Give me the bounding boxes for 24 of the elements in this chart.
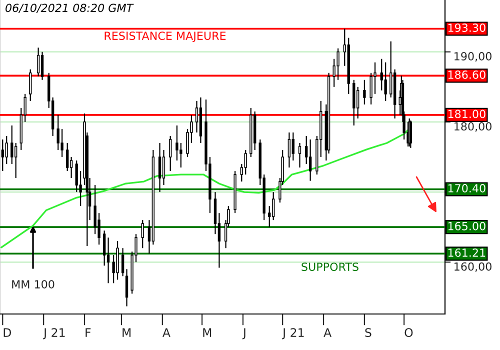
annotation: RESISTANCE MAJEURE xyxy=(104,32,226,42)
x-tick-label: J xyxy=(242,328,246,340)
x-tick-label: F xyxy=(86,328,91,337)
x-tick-label: M xyxy=(203,328,212,337)
ref-line-label: 170.40 xyxy=(448,184,486,192)
y-tick-label: 190,00 xyxy=(454,52,492,62)
x-tick-label: O xyxy=(404,328,413,338)
annotation: 06/10/2021 08:20 GMT xyxy=(6,4,134,13)
annotation: SUPPORTS xyxy=(302,262,358,271)
x-tick-label: S xyxy=(365,328,372,338)
ref-line-label: 161.21 xyxy=(448,248,486,257)
x-tick-label: J 21 xyxy=(282,328,304,340)
annotation: MM 100 xyxy=(12,280,54,288)
ref-line-label: 165.00 xyxy=(448,222,486,230)
y-tick-label: 180,00 xyxy=(454,122,492,132)
y-tick-label: 160,00 xyxy=(454,262,492,272)
x-tick-label: A xyxy=(162,328,170,337)
x-tick-label: M xyxy=(122,328,131,337)
x-tick-label: A xyxy=(324,328,332,337)
ref-line-label: 181.00 xyxy=(448,110,486,118)
x-tick-label: D xyxy=(4,328,12,337)
x-tick-label: J 21 xyxy=(42,328,65,340)
ref-line-label: 193.30 xyxy=(448,24,486,32)
ref-line-label: 186.60 xyxy=(448,70,486,79)
